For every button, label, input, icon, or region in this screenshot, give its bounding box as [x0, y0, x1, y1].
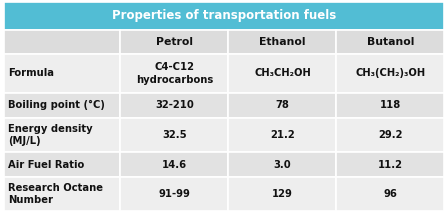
Text: 32-210: 32-210: [155, 100, 194, 110]
Text: 3.0: 3.0: [274, 160, 291, 170]
Bar: [336, 30, 444, 54]
Bar: [228, 152, 336, 177]
Bar: [228, 177, 336, 211]
Bar: [121, 118, 228, 152]
Text: Petrol: Petrol: [156, 37, 193, 47]
Text: Air Fuel Ratio: Air Fuel Ratio: [8, 160, 84, 170]
Bar: [336, 118, 444, 152]
Text: Energy density
(MJ/L): Energy density (MJ/L): [8, 124, 93, 146]
Bar: [336, 177, 444, 211]
Text: C4-C12
hydrocarbons: C4-C12 hydrocarbons: [136, 62, 213, 85]
Text: Properties of transportation fuels: Properties of transportation fuels: [112, 9, 336, 22]
Text: 96: 96: [383, 189, 397, 199]
Bar: [121, 152, 228, 177]
Text: CH₃(CH₂)₃OH: CH₃(CH₂)₃OH: [355, 68, 426, 78]
Bar: [4, 118, 121, 152]
Text: 129: 129: [272, 189, 293, 199]
Text: 78: 78: [276, 100, 289, 110]
Bar: [4, 93, 121, 118]
Text: 32.5: 32.5: [162, 130, 187, 140]
Bar: [336, 54, 444, 93]
Text: 21.2: 21.2: [270, 130, 295, 140]
Bar: [4, 54, 121, 93]
Bar: [228, 118, 336, 152]
Bar: [228, 30, 336, 54]
Bar: [121, 54, 228, 93]
Bar: [4, 30, 121, 54]
Text: Research Octane
Number: Research Octane Number: [8, 183, 103, 206]
Bar: [4, 152, 121, 177]
Bar: [121, 93, 228, 118]
Text: CH₃CH₂OH: CH₃CH₂OH: [254, 68, 311, 78]
Bar: [4, 2, 444, 30]
Text: Ethanol: Ethanol: [259, 37, 306, 47]
Bar: [121, 30, 228, 54]
Text: Boiling point (°C): Boiling point (°C): [8, 100, 105, 110]
Text: 118: 118: [380, 100, 401, 110]
Text: 29.2: 29.2: [378, 130, 403, 140]
Bar: [336, 152, 444, 177]
Bar: [121, 177, 228, 211]
Bar: [336, 93, 444, 118]
Text: 11.2: 11.2: [378, 160, 403, 170]
Bar: [228, 93, 336, 118]
Bar: [228, 54, 336, 93]
Bar: [4, 177, 121, 211]
Text: Formula: Formula: [8, 68, 54, 78]
Text: 91-99: 91-99: [159, 189, 190, 199]
Text: Butanol: Butanol: [367, 37, 414, 47]
Text: 14.6: 14.6: [162, 160, 187, 170]
